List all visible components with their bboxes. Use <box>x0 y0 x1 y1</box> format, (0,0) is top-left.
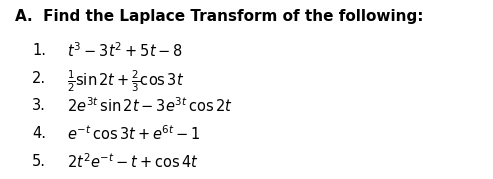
Text: $e^{-t}\,\mathrm{cos}\,3t + e^{6t} - 1$: $e^{-t}\,\mathrm{cos}\,3t + e^{6t} - 1$ <box>67 124 200 143</box>
Text: $\frac{1}{2}\mathrm{sin}\,2t + \frac{2}{3}\mathrm{cos}\,3t$: $\frac{1}{2}\mathrm{sin}\,2t + \frac{2}{… <box>67 69 184 94</box>
Text: 5.: 5. <box>32 154 46 169</box>
Text: 4.: 4. <box>32 126 46 141</box>
Text: $t^3 - 3t^2 + 5t - 8$: $t^3 - 3t^2 + 5t - 8$ <box>67 41 183 60</box>
Text: 2.: 2. <box>32 71 46 86</box>
Text: $2t^2 e^{-t} - t + \mathrm{cos}\,4t$: $2t^2 e^{-t} - t + \mathrm{cos}\,4t$ <box>67 152 199 171</box>
Text: $2e^{3t}\,\mathrm{sin}\,2t - 3e^{3t}\,\mathrm{cos}\,2t$: $2e^{3t}\,\mathrm{sin}\,2t - 3e^{3t}\,\m… <box>67 97 232 115</box>
Text: 1.: 1. <box>32 43 46 58</box>
Text: 3.: 3. <box>32 98 46 113</box>
Text: A.  Find the Laplace Transform of the following:: A. Find the Laplace Transform of the fol… <box>15 9 423 24</box>
